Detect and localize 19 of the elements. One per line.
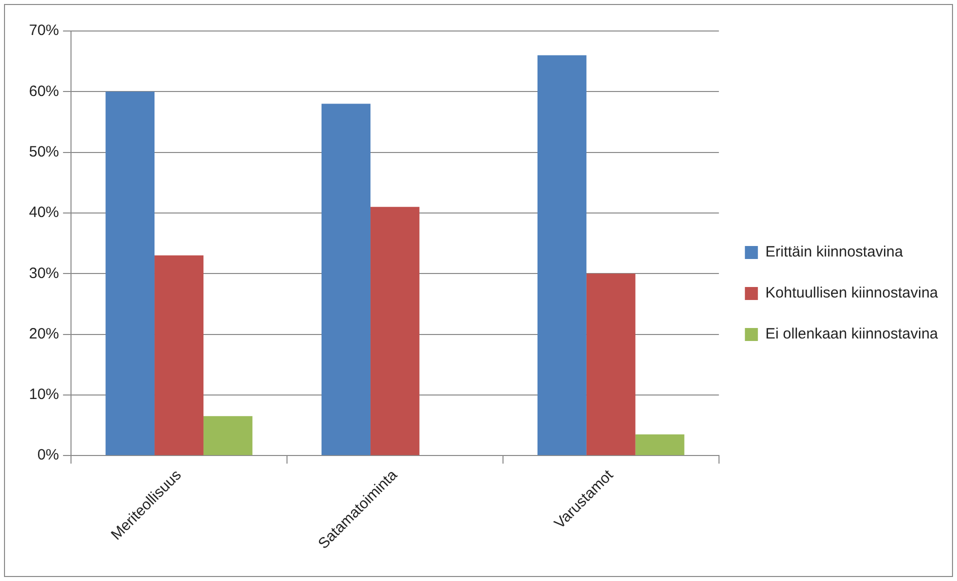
bar (106, 92, 155, 456)
y-tick-label: 70% (28, 22, 60, 40)
y-tick-label: 0% (37, 446, 60, 464)
legend-label: Ei ollenkaan kiinnostavina (765, 326, 939, 343)
y-tick-label: 50% (28, 143, 60, 160)
bar (537, 55, 586, 456)
y-tick-label: 60% (28, 82, 60, 100)
y-tick-label: 30% (28, 264, 60, 282)
legend-label: Kohtuullisen kiinnostavina (765, 284, 939, 302)
bar (203, 416, 252, 456)
bar (370, 206, 420, 456)
y-tick-label: 40% (28, 204, 60, 222)
y-tick-label: 10% (28, 386, 60, 404)
bar (154, 255, 204, 456)
legend-label: Erittäin kiinnostavina (765, 244, 904, 261)
bar (635, 434, 684, 456)
bar (322, 104, 370, 456)
y-tick-label: 20% (28, 325, 60, 342)
bar (586, 274, 636, 456)
